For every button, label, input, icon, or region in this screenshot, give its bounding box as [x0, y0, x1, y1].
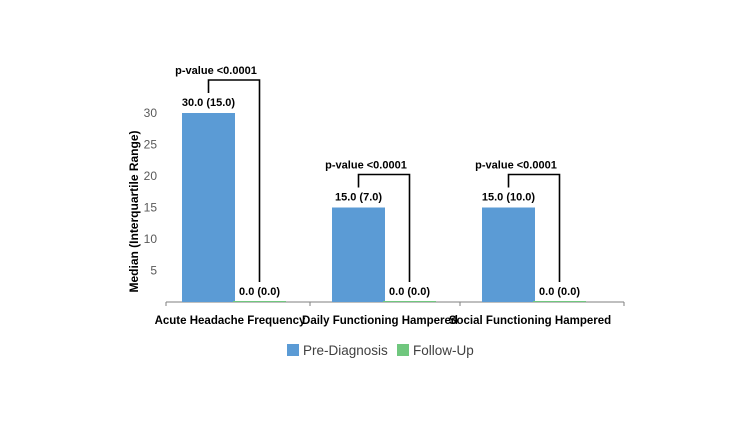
y-tick-label: 30 [144, 106, 158, 120]
bar-follow-up [533, 301, 586, 302]
p-value-annotation: p-value <0.0001 [175, 65, 257, 77]
significance-bracket [207, 79, 261, 282]
significance-bracket [507, 173, 561, 282]
legend-swatch [287, 344, 299, 356]
data-label-follow-up: 0.0 (0.0) [239, 286, 280, 298]
data-label-pre-diagnosis: 15.0 (7.0) [335, 192, 382, 204]
significance-bracket [357, 173, 411, 282]
legend-label: Pre-Diagnosis [303, 343, 388, 358]
y-tick-label: 15 [144, 201, 158, 215]
y-tick-label: 5 [150, 264, 157, 278]
p-value-annotation: p-value <0.0001 [325, 160, 407, 172]
data-label-pre-diagnosis: 30.0 (15.0) [182, 97, 236, 109]
y-tick-label: 25 [144, 138, 158, 152]
bar-follow-up [233, 301, 286, 302]
legend-swatch [397, 344, 409, 356]
x-category-label: Acute Headache Frequency [155, 315, 306, 327]
bar-pre-diagnosis [332, 207, 385, 302]
y-axis-label: Median (Interquartile Range) [127, 130, 141, 292]
x-category-label: Social Functioning Hampered [449, 315, 611, 327]
bar-follow-up [383, 301, 436, 302]
data-label-follow-up: 0.0 (0.0) [539, 286, 580, 298]
x-category-label: Daily Functioning Hampered [302, 315, 458, 327]
p-value-annotation: p-value <0.0001 [475, 160, 557, 172]
legend-label: Follow-Up [413, 343, 474, 358]
bar-pre-diagnosis [482, 207, 535, 302]
y-tick-label: 10 [144, 232, 158, 246]
y-tick-label: 20 [144, 169, 158, 183]
bar-pre-diagnosis [182, 113, 235, 302]
data-label-pre-diagnosis: 15.0 (10.0) [482, 192, 536, 204]
data-label-follow-up: 0.0 (0.0) [389, 286, 430, 298]
